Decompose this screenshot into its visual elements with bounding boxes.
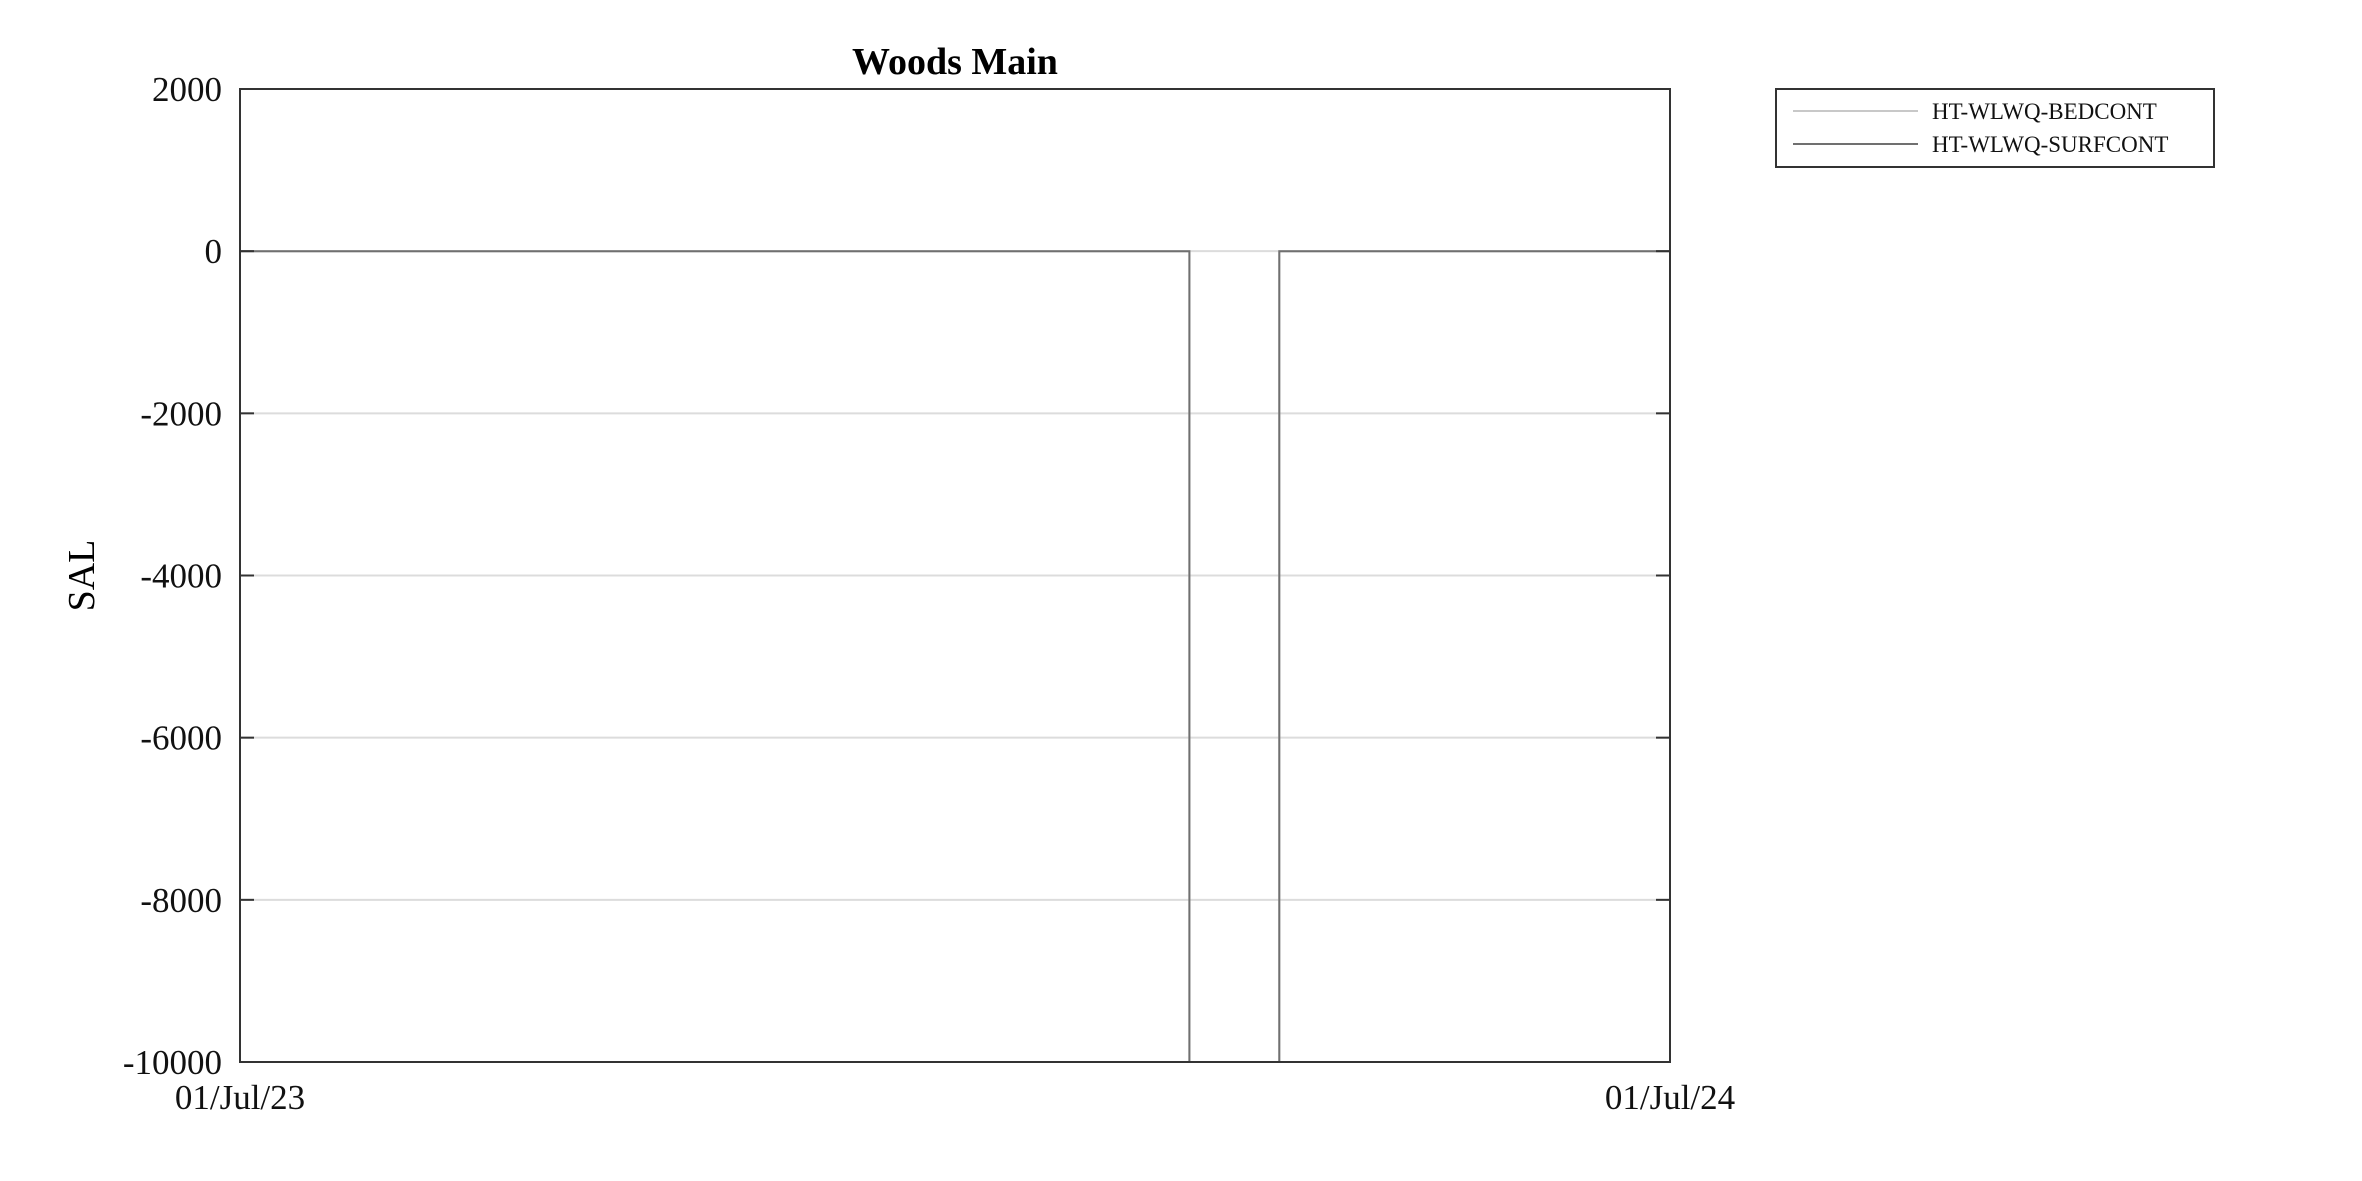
legend-box xyxy=(1775,88,2215,168)
axis-ticks xyxy=(239,88,1671,1063)
x-tick-labels: 01/Jul/23 01/Jul/24 xyxy=(175,1078,1735,1117)
y-tick-label: -4000 xyxy=(140,557,222,596)
series-line-1 xyxy=(240,250,1670,1063)
y-axis-label: SAL xyxy=(61,540,103,612)
y-tick-label: 0 xyxy=(205,232,223,271)
legend-entry-label: HT-WLWQ-BEDCONT xyxy=(1932,99,2157,124)
series-lines xyxy=(240,250,1670,1063)
series-line-0 xyxy=(240,250,1670,1063)
y-tick-label: -10000 xyxy=(123,1043,222,1082)
x-tick-label: 01/Jul/24 xyxy=(1605,1078,1735,1117)
grid-lines xyxy=(240,250,1670,901)
chart-title: Woods Main xyxy=(852,41,1058,83)
y-tick-labels: 2000 0 -2000 -4000 -6000 -8000 -10000 xyxy=(123,70,222,1082)
legend-entry-label: HT-WLWQ-SURFCONT xyxy=(1932,132,2168,157)
legend: HT-WLWQ-BEDCONT HT-WLWQ-SURFCONT xyxy=(1775,88,2215,168)
y-tick-label: -2000 xyxy=(140,394,222,433)
y-tick-label: 2000 xyxy=(152,70,222,109)
y-tick-label: -8000 xyxy=(140,881,222,920)
x-tick-label: 01/Jul/23 xyxy=(175,1078,305,1117)
y-tick-label: -6000 xyxy=(140,719,222,758)
